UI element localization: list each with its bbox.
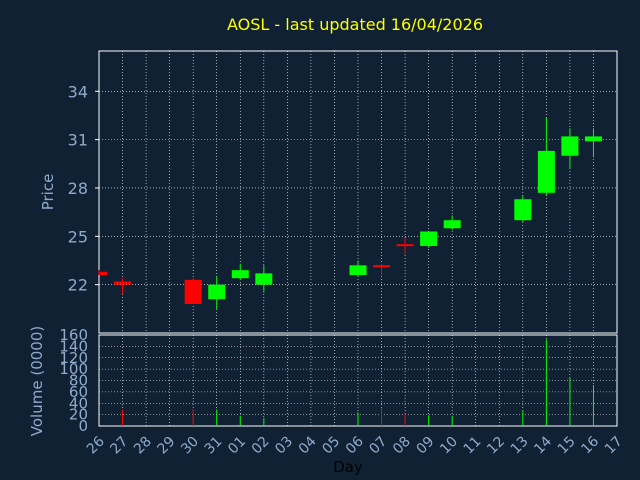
x-tick-label: 15 [555,434,579,458]
x-tick-label: 13 [508,434,532,458]
volume-tick-label: 120 [59,349,88,367]
price-y-ticks: 22 25 28 31 34 [68,82,99,295]
x-tick-label: 16 [578,433,602,457]
x-tick-label: 05 [319,434,343,458]
x-tick-label: 02 [249,434,273,458]
candle-body [584,136,602,142]
x-tick-label: 27 [107,434,131,458]
price-tick-label: 34 [68,82,88,101]
candle-body [443,220,461,229]
candle-body [99,271,108,275]
volume-tick-label: 40 [69,394,88,412]
candle-body [537,150,555,193]
x-tick-label: 28 [131,434,155,458]
volume-tick-label: 80 [69,372,88,390]
price-tick-label: 31 [68,131,88,150]
volume-tick-label: 140 [59,337,88,355]
price-panel: 22 25 28 31 34 Price [39,50,618,334]
volume-tick-label: 0 [78,417,88,435]
candle-body [349,265,367,275]
x-tick-label: 06 [343,433,367,457]
candle-body [396,244,414,247]
volume-axis-label: Volume (0000) [28,326,46,436]
price-tick-label: 25 [68,227,88,246]
x-tick-label: 26 [84,433,108,457]
candles [98,117,602,309]
candle-body [208,284,226,300]
volume-tick-label: 20 [69,406,88,424]
x-axis-label: Day [333,458,363,476]
candle-body [231,270,249,279]
x-tick-label: 10 [437,434,461,458]
volume-tick-label: 60 [69,383,88,401]
x-tick-label: 12 [484,434,508,458]
candle-body [373,265,391,268]
candle-body [420,231,438,246]
x-tick-label: 14 [531,433,555,457]
volume-tick-label: 100 [59,360,88,378]
candle-body [114,281,132,285]
x-tick-label: 04 [296,433,320,457]
x-tick-label: 31 [202,434,226,458]
x-tick-label: 17 [602,434,626,458]
x-tick-label: 07 [366,434,390,458]
price-tick-label: 28 [68,179,88,198]
candle-body [561,136,579,156]
x-tick-label: 30 [178,434,202,458]
volume-bars [122,339,594,426]
candle-body [514,199,532,221]
volume-tick-label: 160 [59,326,88,344]
chart-title: AOSL - last updated 16/04/2026 [227,15,483,34]
x-tick-label: 29 [155,434,179,458]
x-tick-label: 08 [390,434,414,458]
x-tick-label: 11 [461,434,485,458]
x-axis-ticks: 26 27 28 29 30 31 01 02 03 04 05 06 07 08 09 10 11 12 13 14… [84,433,626,457]
x-tick-label: 09 [414,434,438,458]
x-tick-label: 01 [225,434,249,458]
price-tick-label: 22 [68,276,88,295]
price-axis-label: Price [39,174,57,211]
x-tick-label: 03 [272,434,296,458]
candle-body [184,279,202,304]
candle-body [255,273,273,285]
